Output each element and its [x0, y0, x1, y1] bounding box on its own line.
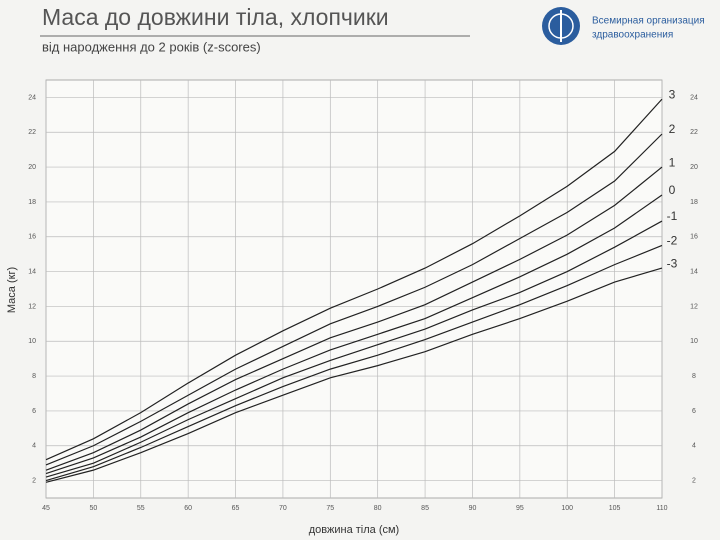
series-line — [45, 166, 663, 471]
x-tick-label: 50 — [89, 505, 97, 512]
x-tick-label: 105 — [609, 505, 621, 512]
y2-tick-label: 12 — [690, 303, 698, 310]
y-tick-label: 20 — [28, 164, 36, 171]
y2-tick-label: 10 — [690, 338, 698, 345]
x-tick-label: 70 — [279, 505, 287, 512]
series-label: -3 — [667, 256, 678, 270]
y-tick-label: 12 — [28, 303, 36, 310]
x-tick-label: 85 — [421, 505, 429, 512]
series-label: 1 — [669, 155, 676, 169]
y-tick-label: 16 — [28, 234, 36, 241]
who-logo — [542, 7, 580, 45]
series-line — [45, 267, 663, 483]
chart-title: Маса до довжини тіла, хлопчики — [42, 4, 389, 30]
y-tick-label: 2 — [32, 477, 36, 484]
y2-tick-label: 24 — [690, 94, 698, 101]
series-label: 2 — [669, 122, 676, 136]
series-line — [45, 220, 663, 478]
x-tick-label: 75 — [326, 505, 334, 512]
y2-tick-label: 14 — [690, 268, 698, 275]
y2-tick-label: 22 — [690, 129, 698, 136]
x-tick-label: 90 — [469, 505, 477, 512]
y-tick-label: 18 — [28, 199, 36, 206]
series-label: -2 — [667, 234, 678, 248]
x-tick-label: 60 — [184, 505, 192, 512]
y-tick-label: 14 — [28, 268, 36, 275]
y2-tick-label: 18 — [690, 199, 698, 206]
x-tick-label: 65 — [232, 505, 240, 512]
series-line — [45, 133, 663, 466]
y-tick-label: 22 — [28, 129, 36, 136]
series-label: 0 — [669, 183, 676, 197]
y2-tick-label: 8 — [692, 373, 696, 380]
x-axis-label: довжина тіла (см) — [309, 524, 399, 536]
chart-subtitle: від народження до 2 років (z-scores) — [42, 39, 261, 54]
series-line — [45, 98, 663, 461]
series-label: -1 — [667, 209, 678, 223]
y2-tick-label: 6 — [692, 408, 696, 415]
series-label: 3 — [669, 87, 676, 101]
y-tick-label: 4 — [32, 443, 36, 450]
x-tick-label: 80 — [374, 505, 382, 512]
series-line — [45, 194, 663, 475]
x-tick-label: 95 — [516, 505, 524, 512]
y-tick-label: 24 — [28, 94, 36, 101]
y2-tick-label: 2 — [692, 477, 696, 484]
series-line — [45, 244, 663, 482]
x-tick-label: 110 — [656, 505, 667, 512]
y-tick-label: 10 — [28, 338, 36, 345]
y2-tick-label: 16 — [690, 234, 698, 241]
y-axis-label: Маса (кг) — [6, 267, 18, 313]
x-tick-label: 45 — [42, 505, 50, 512]
plot-area — [45, 79, 663, 499]
org-name: здравоохранения — [592, 30, 673, 41]
x-tick-label: 100 — [561, 505, 573, 512]
org-name: Всемирная организация — [592, 16, 705, 27]
y2-tick-label: 4 — [692, 443, 696, 450]
y-tick-label: 8 — [32, 373, 36, 380]
y-tick-label: 6 — [32, 408, 36, 415]
x-tick-label: 55 — [137, 505, 145, 512]
y2-tick-label: 20 — [690, 164, 698, 171]
